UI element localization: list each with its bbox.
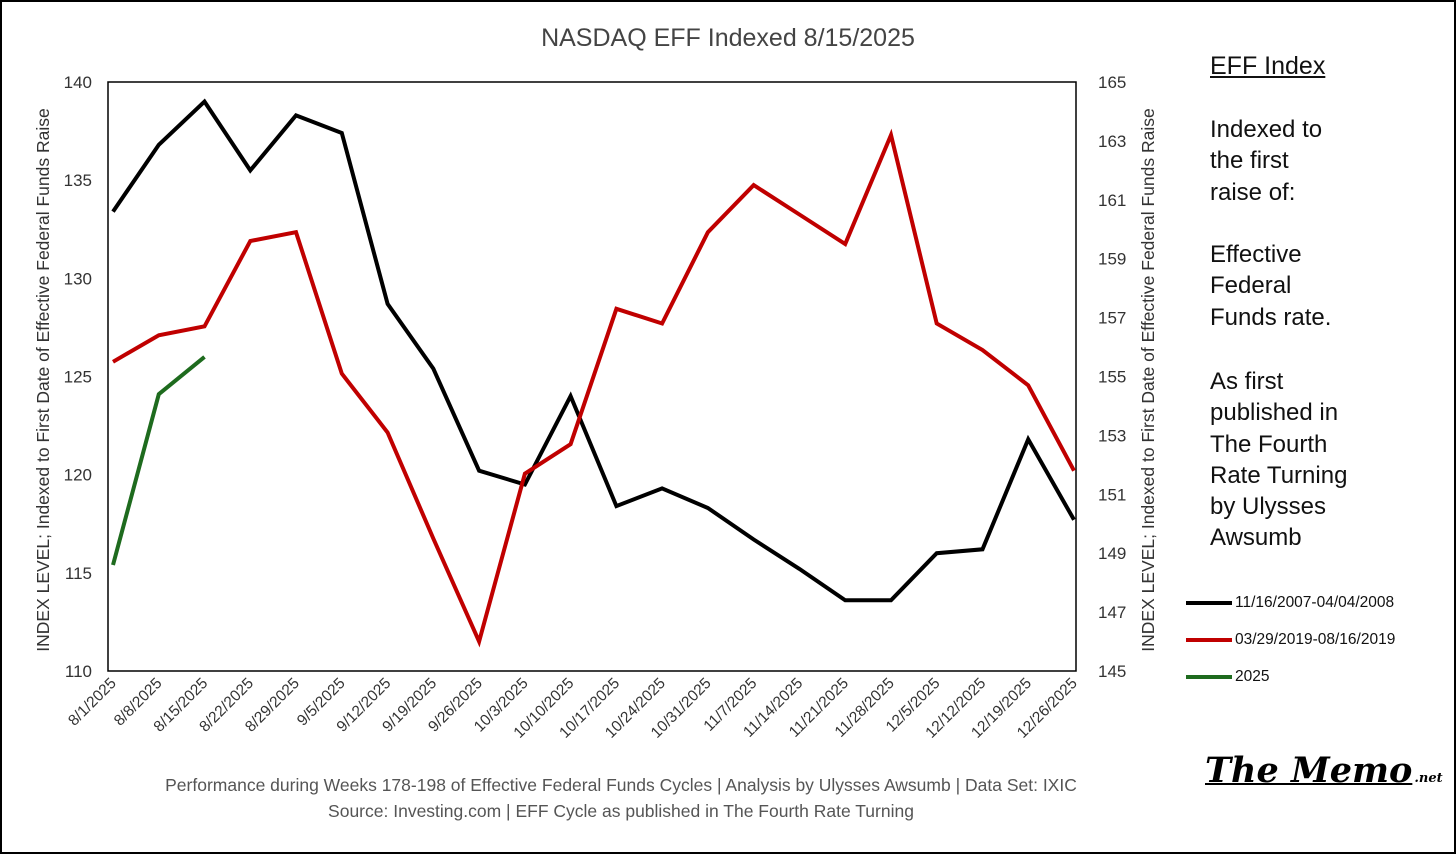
y-axis-right-label: INDEX LEVEL; Indexed to First Date of Ef… xyxy=(1138,108,1158,651)
legend-swatch-2025 xyxy=(1186,674,1232,679)
y-axis-left-label: INDEX LEVEL; Indexed to First Date of Ef… xyxy=(33,108,53,651)
memo-logo-suffix: .net xyxy=(1414,771,1443,786)
y-right-tick-165: 165 xyxy=(1098,73,1126,92)
legend-label-2025: 2025 xyxy=(1235,667,1270,685)
sidebar-published: As first published in The Fourth Rate Tu… xyxy=(1210,368,1348,552)
sidebar-rate: Effective Federal Funds rate. xyxy=(1210,241,1332,331)
y-right-tick-153: 153 xyxy=(1098,426,1126,445)
y-right-tick-159: 159 xyxy=(1098,250,1126,269)
legend-item-2025: 2025 xyxy=(1186,658,1395,695)
legend-item-2019: 03/29/2019-08/16/2019 xyxy=(1186,621,1395,658)
legend-swatch-2019 xyxy=(1186,637,1232,642)
y-right-tick-155: 155 xyxy=(1098,368,1126,387)
y-right-tick-149: 149 xyxy=(1098,544,1126,563)
legend-swatch-2007 xyxy=(1186,600,1232,605)
x-tick-8/1/2025: 8/1/2025 xyxy=(65,675,120,730)
legend-item-2007: 11/16/2007-04/04/2008 xyxy=(1186,584,1395,621)
series-line-2 xyxy=(111,355,206,566)
y-right-tick-145: 145 xyxy=(1098,662,1126,681)
chart-title: NASDAQ EFF Indexed 8/15/2025 xyxy=(541,24,915,52)
sidebar-description: Indexed to the first raise of: xyxy=(1210,116,1323,206)
y-left-tick-110: 110 xyxy=(65,662,92,681)
series-line-0 xyxy=(111,98,1076,603)
y-left-tick-130: 130 xyxy=(64,269,92,288)
y-left-tick-120: 120 xyxy=(64,466,92,485)
y-axis-right: 145 147 149 151 153 155 157 159 161 163 165 xyxy=(1098,73,1126,681)
y-right-tick-163: 163 xyxy=(1098,132,1126,151)
series-lines xyxy=(111,98,1076,648)
footer-analysis: Performance during Weeks 178-198 of Effe… xyxy=(165,775,1077,795)
series-line-1 xyxy=(111,128,1076,648)
sidebar-heading: EFF Index xyxy=(1210,52,1326,80)
x-axis: 8/1/20258/8/20258/15/20258/22/20258/29/2… xyxy=(65,675,1081,742)
y-left-tick-115: 115 xyxy=(65,564,92,583)
y-right-tick-157: 157 xyxy=(1098,309,1126,328)
legend-label-2019: 03/29/2019-08/16/2019 xyxy=(1235,630,1396,648)
y-right-tick-161: 161 xyxy=(1098,191,1126,210)
memo-logo: The Memo .net xyxy=(1205,750,1443,791)
chart-legend: 11/16/2007-04/04/2008 03/29/2019-08/16/2… xyxy=(1186,584,1395,695)
legend-label-2007: 11/16/2007-04/04/2008 xyxy=(1235,593,1395,611)
memo-logo-name: The Memo xyxy=(1205,750,1413,791)
y-left-tick-135: 135 xyxy=(64,171,92,190)
y-axis-left: 110 115 120 125 130 135 140 xyxy=(64,73,92,681)
footer-source: Source: Investing.com | EFF Cycle as pub… xyxy=(328,801,914,821)
y-right-tick-147: 147 xyxy=(1098,603,1126,622)
y-left-tick-125: 125 xyxy=(64,368,92,387)
y-left-tick-140: 140 xyxy=(64,73,92,92)
y-right-tick-151: 151 xyxy=(1098,485,1126,504)
plot-area xyxy=(107,81,1077,672)
